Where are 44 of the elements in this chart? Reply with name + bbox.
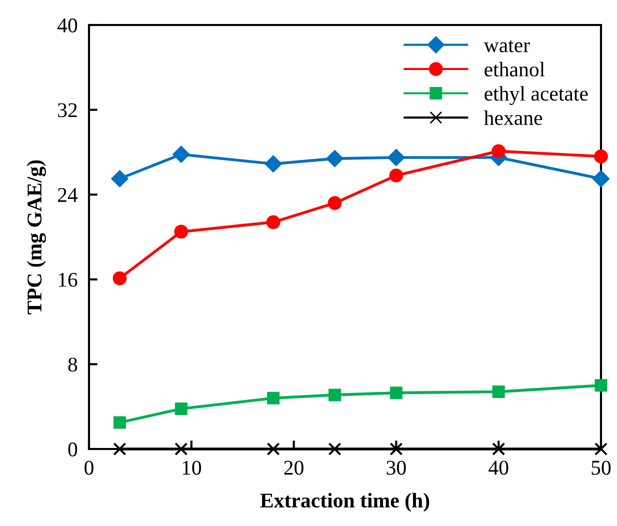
point — [328, 442, 342, 456]
x-tick-label: 20 — [284, 460, 304, 475]
point — [594, 149, 608, 164]
y-tick-label: 32 — [58, 103, 77, 118]
point — [492, 144, 506, 158]
point — [267, 392, 280, 404]
y-tick-label: 16 — [58, 272, 78, 287]
y-tick-label: 40 — [57, 18, 78, 32]
point — [174, 442, 188, 456]
legend-label: ethanol — [484, 62, 545, 77]
point — [264, 155, 282, 172]
point — [388, 148, 405, 166]
point — [492, 386, 505, 398]
y-tick-label: 0 — [68, 442, 78, 456]
y-axis-title: TPC (mg GAE/g) — [26, 160, 46, 314]
point — [112, 271, 127, 286]
point — [113, 442, 126, 456]
point — [266, 215, 280, 230]
y-tick-label: 24 — [58, 188, 78, 202]
x-tick-label: 10 — [182, 460, 202, 475]
point — [390, 442, 403, 456]
point — [266, 442, 280, 456]
point — [172, 146, 190, 163]
point — [594, 379, 608, 392]
point — [390, 386, 402, 400]
point — [328, 388, 342, 402]
point — [113, 416, 126, 429]
point — [592, 170, 610, 188]
point — [326, 150, 344, 168]
point — [492, 442, 506, 456]
point — [174, 402, 188, 415]
point — [389, 168, 404, 182]
x-tick-label: 30 — [386, 460, 406, 475]
legend-label: ethyl acetate — [484, 86, 588, 106]
y-tick-label: 8 — [68, 358, 78, 372]
point — [174, 224, 188, 239]
x-tick-label: 0 — [84, 460, 94, 475]
x-tick-label: 40 — [488, 460, 508, 475]
legend-label: hexane — [484, 110, 542, 126]
x-axis-title: Extraction time (h) — [260, 492, 430, 512]
legend-label: water — [484, 40, 530, 52]
point — [328, 196, 342, 210]
x-tick-label: 50 — [592, 460, 611, 475]
point — [111, 170, 128, 188]
